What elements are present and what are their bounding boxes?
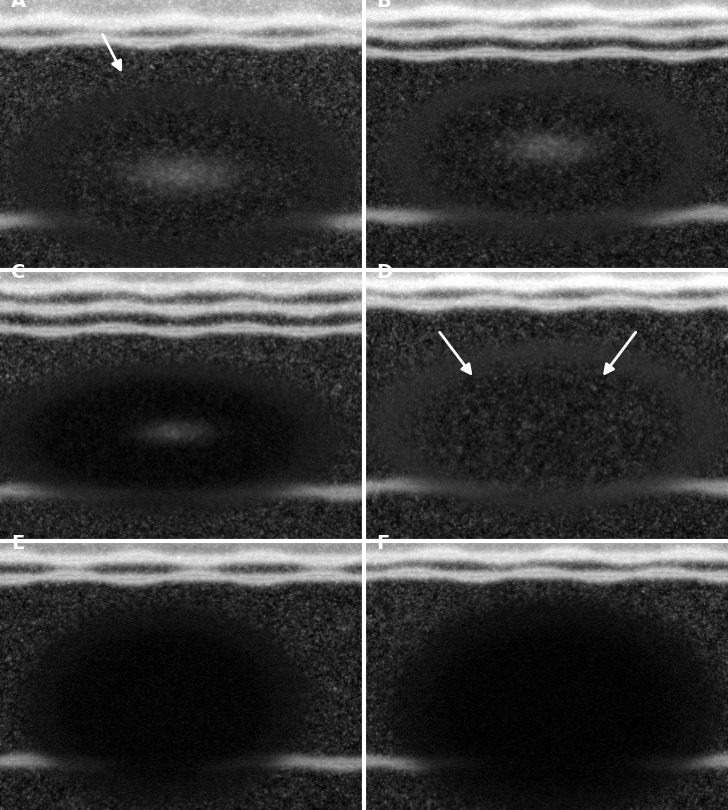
Text: D: D xyxy=(376,262,392,282)
Text: F: F xyxy=(376,534,389,552)
Text: A: A xyxy=(11,0,26,11)
Text: B: B xyxy=(376,0,391,11)
Text: C: C xyxy=(11,262,25,282)
Text: E: E xyxy=(11,534,24,552)
